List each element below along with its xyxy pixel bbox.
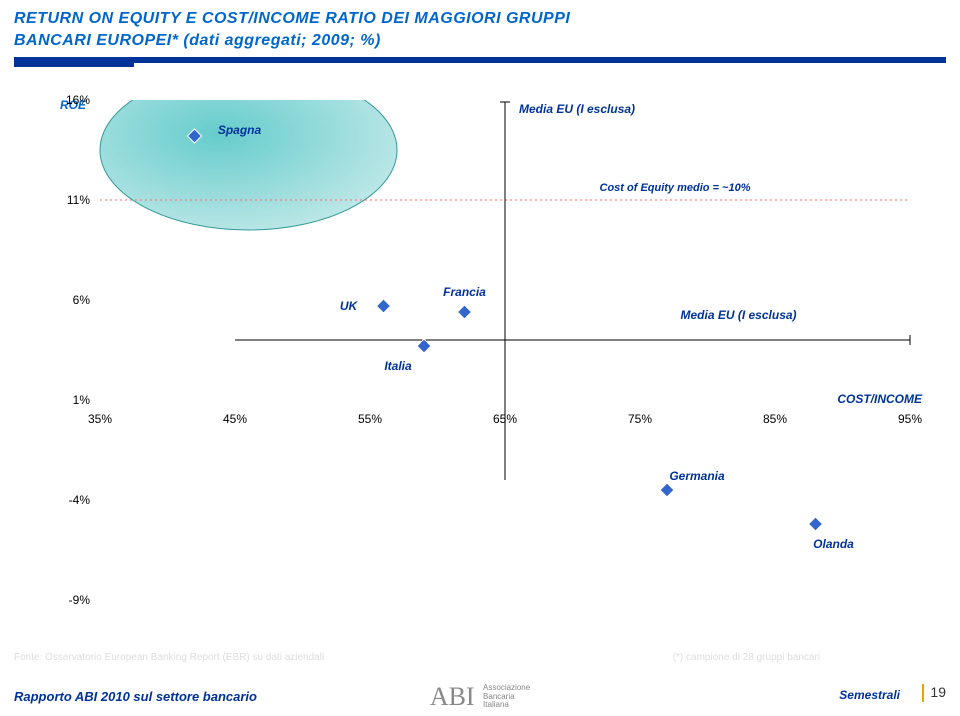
cost-equity-label: Cost of Equity medio = ~10% [600, 182, 751, 194]
marker-germania [660, 483, 674, 497]
label-olanda: Olanda [813, 537, 854, 551]
label-francia: Francia [443, 285, 486, 299]
main-title-line2: BANCARI EUROPEI* (dati aggregati; 2009; … [14, 30, 946, 52]
xtick-75: 75% [628, 412, 652, 426]
marker-francia [458, 305, 472, 319]
footer-report-title: Rapporto ABI 2010 sul settore bancario [14, 689, 257, 704]
xtick-65: 65% [493, 412, 517, 426]
abi-logo: ABI Associazione Bancaria Italiana [430, 682, 530, 712]
marker-uk [377, 299, 391, 313]
abi-l2: Bancaria [483, 692, 515, 701]
scatter-chart: ROE SpagnaUKFranciaItaliaGermaniaOlanda-… [40, 100, 930, 600]
ytick--4: -4% [40, 493, 90, 507]
label-spagna: Spagna [218, 123, 261, 137]
xtick-85: 85% [763, 412, 787, 426]
abi-l1: Associazione [483, 683, 530, 692]
footer-source: Fonte: Osservatorio European Banking Rep… [14, 652, 324, 663]
abi-logo-text: ABI [430, 682, 475, 712]
semestrali-logo: Semestrali [839, 688, 900, 702]
xtick-95: 95% [898, 412, 922, 426]
chart-svg [40, 100, 930, 600]
marker-italia [417, 339, 431, 353]
sem-title: Semestrali [839, 688, 900, 702]
page-footer: Fonte: Osservatorio European Banking Rep… [0, 646, 960, 716]
label-italia: Italia [384, 359, 411, 373]
title-underline [14, 57, 946, 67]
ytick-11: 11% [40, 193, 90, 207]
ytick-6: 6% [40, 293, 90, 307]
page-number: 19 [922, 684, 946, 702]
xtick-55: 55% [358, 412, 382, 426]
ytick-1: 1% [40, 393, 90, 407]
media-eu-right-label: Media EU (I esclusa) [681, 308, 797, 322]
marker-olanda [809, 517, 823, 531]
main-title-line1: RETURN ON EQUITY E COST/INCOME RATIO DEI… [14, 8, 946, 30]
label-uk: UK [340, 299, 357, 313]
footer-note: (*) campione di 28 gruppi bancari [673, 652, 820, 663]
ytick--9: -9% [40, 593, 90, 607]
abi-l3: Italiana [483, 700, 509, 709]
xtick-35: 35% [88, 412, 112, 426]
abi-logo-subtext: Associazione Bancaria Italiana [483, 684, 530, 710]
ytick-16: 16% [40, 93, 90, 107]
xtick-45: 45% [223, 412, 247, 426]
cost-income-axis-label: COST/INCOME [837, 392, 922, 406]
media-eu-top-label: Media EU (I esclusa) [519, 102, 635, 116]
label-germania: Germania [669, 469, 724, 483]
page-title-block: RETURN ON EQUITY E COST/INCOME RATIO DEI… [0, 0, 960, 67]
